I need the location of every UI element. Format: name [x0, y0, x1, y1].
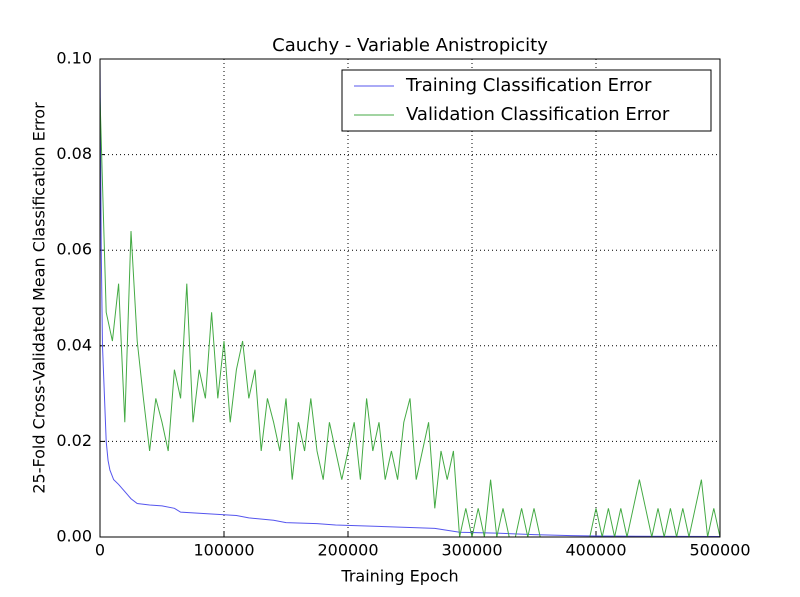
- y-tick-label: 0.06: [56, 240, 92, 259]
- series-line: [99, 97, 721, 538]
- x-tick-label: 300000: [441, 541, 502, 560]
- x-tick-label: 500000: [689, 541, 750, 560]
- y-tick-label: 0.04: [56, 335, 92, 354]
- plot-frame: [99, 58, 721, 538]
- y-tick-label: 0.02: [56, 431, 92, 450]
- x-tick-label: 400000: [565, 541, 626, 560]
- x-tick-label: 100000: [193, 541, 254, 560]
- y-axis-label: 25-Fold Cross-Validated Mean Classificat…: [30, 102, 49, 494]
- y-tick-label: 0.08: [56, 144, 92, 163]
- x-axis-label: Training Epoch: [340, 567, 458, 586]
- x-tick-label: 200000: [317, 541, 378, 560]
- legend-label: Validation Classification Error: [406, 104, 670, 125]
- legend-box: [341, 69, 712, 132]
- legend-label: Training Classification Error: [405, 75, 652, 96]
- y-tick-label: 0.10: [56, 49, 92, 68]
- chart-title: Cauchy - Variable Anistropicity: [272, 35, 548, 56]
- y-tick-label: 0.00: [56, 527, 92, 546]
- x-tick-label: 0: [95, 541, 105, 560]
